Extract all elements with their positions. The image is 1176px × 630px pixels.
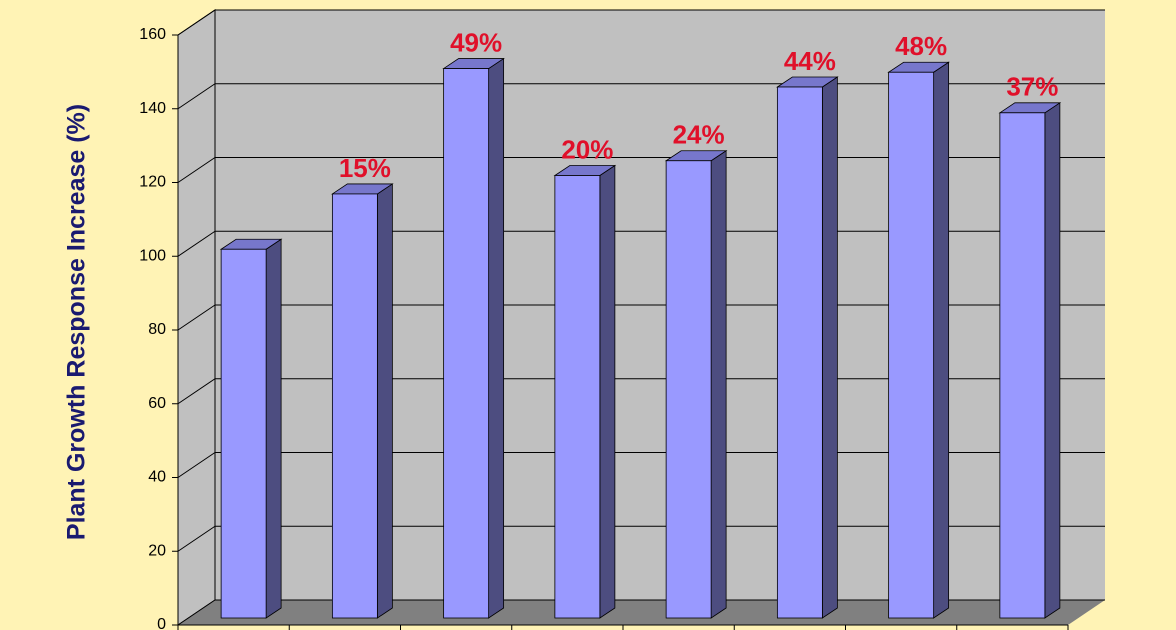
grid-line bbox=[177, 525, 216, 552]
annotation: 20% bbox=[561, 134, 613, 164]
annotation: 24% bbox=[673, 120, 725, 150]
bar-side bbox=[1044, 102, 1061, 619]
bar-side bbox=[376, 183, 393, 619]
grid-line bbox=[177, 378, 216, 405]
y-tick-label: 140 bbox=[139, 100, 166, 117]
y-tick-label: 20 bbox=[148, 542, 166, 559]
grid-line bbox=[177, 304, 216, 331]
bar bbox=[665, 160, 712, 619]
bar-side bbox=[821, 76, 838, 619]
bar bbox=[999, 112, 1046, 619]
grid-line bbox=[177, 9, 216, 36]
bar bbox=[554, 175, 601, 619]
y-axis-label: Plant Growth Response Increase (%) bbox=[63, 104, 91, 540]
y-tick-label: 40 bbox=[148, 469, 166, 486]
bar-side bbox=[488, 57, 505, 619]
grid-line bbox=[177, 599, 216, 626]
bar bbox=[776, 86, 823, 619]
grid-line bbox=[177, 230, 216, 257]
grid-line bbox=[177, 157, 216, 183]
annotation: 44% bbox=[784, 46, 836, 76]
bar-side bbox=[599, 164, 616, 619]
bar bbox=[220, 248, 267, 619]
grid-line bbox=[177, 452, 216, 478]
y-tick-label: 100 bbox=[139, 247, 166, 264]
bar bbox=[443, 68, 490, 619]
y-tick-label: 80 bbox=[148, 321, 166, 338]
annotation: 49% bbox=[450, 27, 502, 57]
floor bbox=[178, 600, 1105, 625]
annotation: 48% bbox=[895, 31, 947, 61]
bar bbox=[331, 193, 378, 619]
bar-side bbox=[265, 238, 282, 619]
bars: 15% 49% 20% 24% 44% 48% 37% bbox=[219, 27, 1062, 619]
y-tick-label: 60 bbox=[148, 395, 166, 412]
annotation: 15% bbox=[339, 153, 391, 183]
y-tick-label: 0 bbox=[157, 616, 166, 630]
y-tick-label: 120 bbox=[139, 174, 166, 191]
bar-side bbox=[933, 61, 950, 619]
y-tick-label: 160 bbox=[139, 26, 166, 43]
annotation: 37% bbox=[1006, 72, 1058, 102]
bar-side bbox=[710, 150, 727, 619]
bar bbox=[888, 71, 935, 619]
grid-line bbox=[177, 83, 216, 110]
